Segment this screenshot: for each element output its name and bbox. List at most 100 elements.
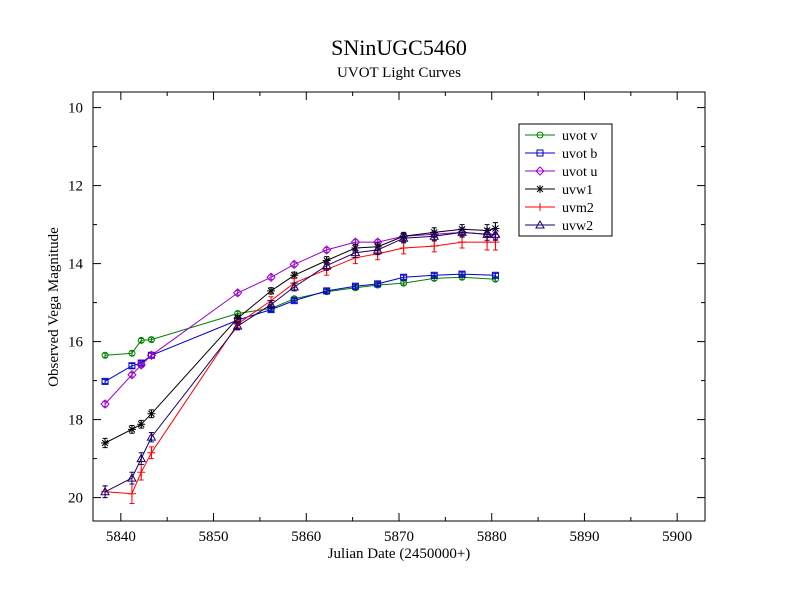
data-point xyxy=(232,288,243,298)
series-line-uvot-b xyxy=(104,273,496,382)
x-tick-label: 5840 xyxy=(106,529,136,545)
data-point xyxy=(233,314,242,323)
legend-label: uvot v xyxy=(562,129,597,144)
data-point xyxy=(429,231,440,240)
series-line-uvot-u xyxy=(104,231,496,405)
y-tick-label: 20 xyxy=(68,491,83,507)
data-point xyxy=(267,286,276,295)
data-point xyxy=(137,420,146,429)
data-point xyxy=(137,468,146,477)
y-tick-label: 10 xyxy=(68,101,83,117)
data-point xyxy=(400,273,408,281)
data-point xyxy=(100,399,110,409)
data-point xyxy=(321,245,332,255)
x-tick-label: 5850 xyxy=(199,529,229,545)
data-point xyxy=(147,336,155,344)
data-point xyxy=(127,489,136,498)
error-bar xyxy=(102,378,108,384)
data-point xyxy=(101,439,110,447)
data-point xyxy=(127,370,137,380)
x-tick-label: 5890 xyxy=(569,529,599,545)
legend-item-uvot-u: uvot u xyxy=(525,165,597,180)
y-axis-ticks: 10 12 14 16 18 20 xyxy=(68,101,705,507)
data-point xyxy=(147,409,156,418)
plot-frame xyxy=(92,91,706,522)
chart-subtitle: UVOT Light Curves xyxy=(337,65,461,81)
data-point xyxy=(536,149,544,157)
series-uvot-v xyxy=(101,273,499,359)
data-point xyxy=(398,233,409,242)
data-point xyxy=(128,349,136,357)
data-point xyxy=(535,219,545,229)
legend-item-uvw1: uvw1 xyxy=(525,183,593,198)
data-point xyxy=(146,350,157,360)
data-point xyxy=(290,271,299,280)
error-bar xyxy=(431,272,437,278)
x-tick-label: 5860 xyxy=(291,529,321,545)
data-point xyxy=(136,453,147,463)
data-point xyxy=(536,185,544,193)
data-point xyxy=(321,260,332,270)
data-point xyxy=(128,362,136,370)
data-point xyxy=(127,425,136,434)
data-point xyxy=(491,271,499,279)
error-bar xyxy=(459,271,465,277)
error-bar xyxy=(401,280,407,286)
data-point xyxy=(127,473,137,482)
x-tick-label: 5870 xyxy=(384,529,414,545)
series-uvw2 xyxy=(100,227,501,499)
data-point xyxy=(535,166,545,176)
chart-title: SNinUGC5460 xyxy=(331,35,467,60)
data-point xyxy=(232,320,243,330)
data-point xyxy=(100,486,110,496)
data-point xyxy=(372,244,383,254)
data-point xyxy=(430,271,438,279)
series-line-uvw2 xyxy=(104,231,496,493)
error-bar xyxy=(324,288,330,294)
data-point xyxy=(374,280,382,288)
data-point xyxy=(266,299,276,309)
x-axis-label: Julian Date (2450000+) xyxy=(328,546,471,562)
data-point xyxy=(101,377,109,385)
legend: uvot v uvot b uvot u uvw1 uvm2 uvw2 xyxy=(518,123,613,237)
data-point xyxy=(266,272,276,282)
data-point xyxy=(430,242,439,251)
error-bar xyxy=(492,272,498,278)
legend-item-uvm2: uvm2 xyxy=(525,201,594,216)
legend-box xyxy=(518,123,613,237)
data-point xyxy=(482,229,492,238)
y-axis-label: Observed Vega Magnitude xyxy=(46,227,62,387)
legend-label: uvm2 xyxy=(562,201,594,216)
data-point xyxy=(536,131,544,139)
error-bar xyxy=(401,274,407,280)
series-layer xyxy=(100,222,501,504)
x-axis-ticks: 5840 5850 5860 5870 5880 5890 5900 xyxy=(106,92,692,545)
data-point xyxy=(147,448,156,457)
y-tick-label: 18 xyxy=(68,413,83,429)
data-point xyxy=(101,351,109,359)
data-point xyxy=(290,297,298,305)
data-point xyxy=(490,229,501,238)
data-point xyxy=(289,259,299,270)
legend-label: uvw1 xyxy=(562,183,593,198)
series-uvot-b xyxy=(101,270,499,385)
data-point xyxy=(137,336,145,344)
data-point xyxy=(399,244,408,252)
data-point xyxy=(458,270,466,278)
y-tick-label: 14 xyxy=(68,257,84,273)
data-point xyxy=(351,282,359,290)
error-bar xyxy=(148,337,154,343)
data-point xyxy=(350,247,361,257)
y-tick-label: 16 xyxy=(68,335,84,351)
data-point xyxy=(136,360,146,370)
data-point xyxy=(289,281,300,291)
y-tick-label: 12 xyxy=(68,179,83,195)
error-bar xyxy=(138,337,144,343)
error-bar xyxy=(375,281,381,287)
legend-item-uvw2: uvw2 xyxy=(525,219,593,234)
legend-label: uvw2 xyxy=(562,219,593,234)
data-point xyxy=(457,227,467,236)
legend-item-uvot-v: uvot v xyxy=(525,129,597,144)
error-bar xyxy=(291,298,297,304)
